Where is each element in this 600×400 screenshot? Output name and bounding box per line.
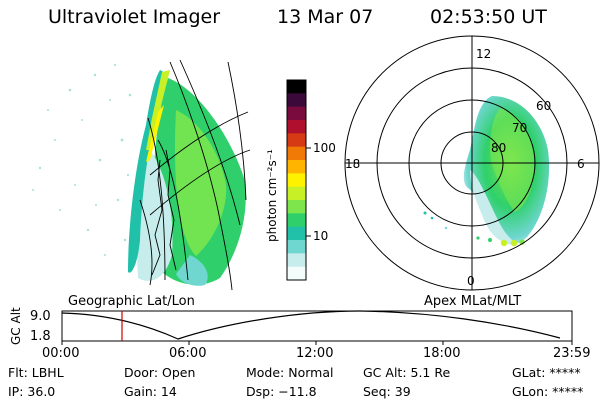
strip-xtick-1800: 18:00	[423, 346, 461, 361]
strip-ylabel: GC Alt	[9, 307, 23, 345]
colorbar-frame	[286, 79, 311, 281]
footer-seq: Seq: 39	[363, 384, 411, 399]
polar-plot	[344, 35, 600, 291]
colorbar-band	[287, 226, 306, 241]
polar-label-0: 0	[467, 274, 475, 288]
footer-gc-alt: GC Alt: 5.1 Re	[363, 365, 451, 380]
footer-glat: GLat: *****	[512, 365, 581, 380]
polar-label-6: 6	[577, 157, 585, 171]
colorbar-band	[287, 106, 306, 121]
polar-lat-70: 70	[512, 121, 527, 135]
colorbar-tick-10: 10	[313, 229, 328, 243]
footer-dsp: Dsp: −11.8	[246, 384, 317, 399]
footer-door: Door: Open	[124, 365, 196, 380]
colorbar-band	[287, 266, 306, 281]
strip-xtick-1200: 12:00	[296, 346, 334, 361]
colorbar	[287, 80, 306, 281]
colorbar-tick-100: 100	[313, 141, 336, 155]
polar-lat-60: 60	[536, 99, 551, 113]
colorbar-band	[287, 80, 306, 94]
strip-xtick-0600: 06:00	[169, 346, 207, 361]
colorbar-band	[287, 213, 306, 228]
footer-ip: IP: 36.0	[8, 384, 56, 399]
strip-xtick-0000: 00:00	[42, 346, 80, 361]
colorbar-unit-label: photon cm⁻²s⁻¹	[265, 149, 279, 242]
footer-glon: GLon: *****	[512, 384, 584, 399]
polar-label-12: 12	[476, 47, 491, 61]
colorbar-band	[287, 120, 306, 134]
colorbar-band	[287, 133, 306, 148]
colorbar-band	[287, 93, 306, 108]
colorbar-band	[287, 173, 306, 188]
observation-date: 13 Mar 07	[277, 6, 374, 28]
strip-ytick-1-8: 1.8	[30, 329, 51, 344]
footer-gain: Gain: 14	[124, 384, 177, 399]
altitude-strip	[61, 310, 573, 345]
colorbar-band	[287, 253, 306, 268]
polar-label-18: 18	[345, 157, 360, 171]
colorbar-band	[287, 200, 306, 214]
instrument-title: Ultraviolet Imager	[48, 6, 221, 28]
colorbar-band	[287, 146, 306, 161]
observation-time: 02:53:50 UT	[430, 6, 547, 28]
footer-filter: Flt: LBHL	[8, 365, 64, 380]
colorbar-band	[287, 240, 306, 254]
strip-left-title: Geographic Lat/Lon	[68, 294, 195, 309]
colorbar-band	[287, 186, 306, 201]
colorbar-band	[287, 160, 306, 174]
strip-right-title: Apex MLat/MLT	[424, 294, 522, 309]
strip-ytick-9: 9.0	[30, 309, 51, 324]
polar-lat-80: 80	[491, 141, 506, 155]
footer-mode: Mode: Normal	[246, 365, 334, 380]
strip-xtick-2359: 23:59	[553, 346, 591, 361]
geographic-image	[32, 59, 251, 291]
